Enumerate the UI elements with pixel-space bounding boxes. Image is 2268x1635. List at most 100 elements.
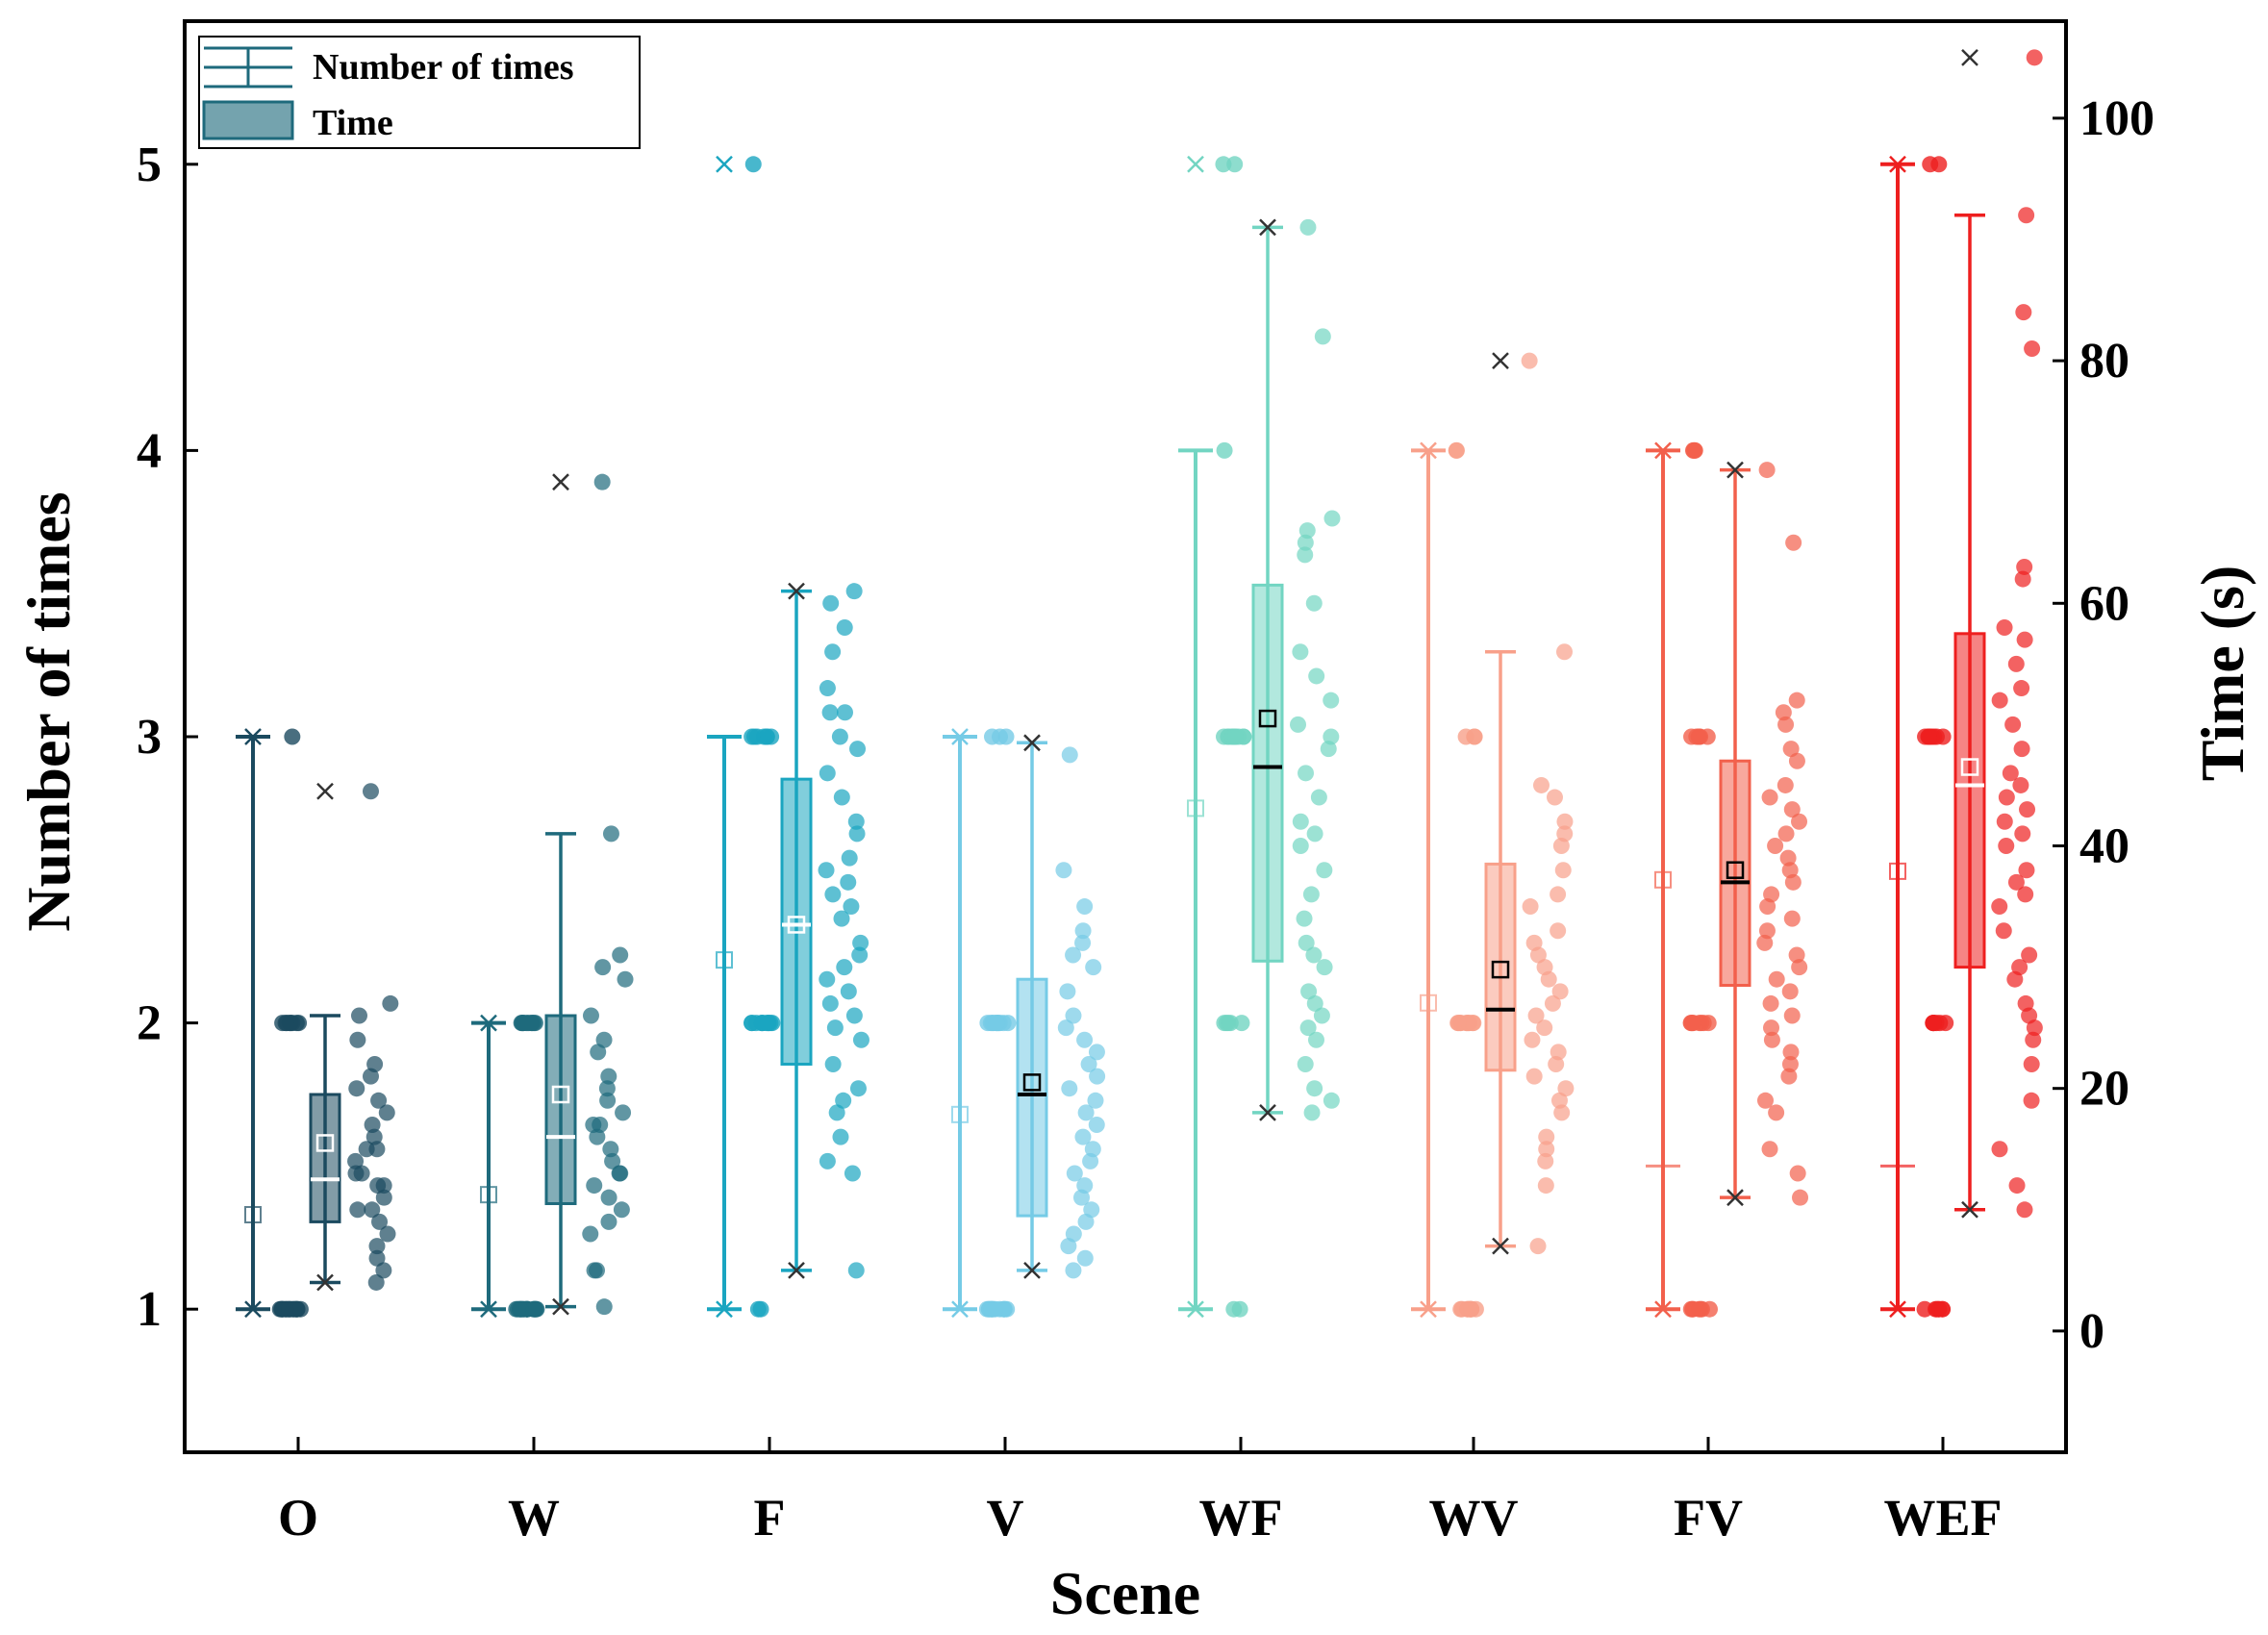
time-data-point bbox=[2019, 801, 2036, 818]
time-data-point bbox=[1550, 922, 1567, 940]
time-data-point bbox=[1529, 1238, 1547, 1255]
cross-stroke bbox=[788, 1261, 805, 1279]
cross-stroke bbox=[1420, 1300, 1437, 1319]
time-mean-marker bbox=[551, 1085, 570, 1104]
count-data-point bbox=[758, 728, 775, 745]
time-data-point bbox=[2016, 1201, 2033, 1219]
time-data-point bbox=[848, 825, 866, 843]
time-data-point bbox=[1996, 813, 2013, 830]
count-data-point bbox=[1225, 1300, 1243, 1318]
time-data-point bbox=[1538, 1141, 1555, 1158]
y-axis-left-title: Number of times bbox=[14, 491, 83, 931]
time-data-point bbox=[1305, 594, 1323, 612]
time-data-point bbox=[1323, 510, 1341, 527]
time-data-point bbox=[2008, 1177, 2026, 1195]
cross-stroke bbox=[244, 1300, 262, 1319]
time-data-point bbox=[1537, 1177, 1554, 1195]
time-data-point bbox=[1074, 1128, 1092, 1145]
time-data-point bbox=[382, 994, 399, 1012]
time-data-point bbox=[1059, 983, 1076, 1000]
time-extreme-marker bbox=[1726, 1189, 1744, 1207]
time-data-point bbox=[849, 741, 867, 758]
category-group-wv bbox=[1411, 352, 1575, 1319]
y-right-tick-label: 80 bbox=[2079, 334, 2129, 389]
time-data-point bbox=[600, 1189, 617, 1206]
time-data-point bbox=[2017, 994, 2034, 1012]
time-data-point bbox=[2016, 631, 2033, 648]
count-data-point bbox=[1463, 1300, 1480, 1318]
time-data-point bbox=[1767, 837, 1784, 854]
time-data-point bbox=[2013, 741, 2030, 758]
time-data-point bbox=[1296, 910, 1313, 927]
time-data-point bbox=[1761, 1141, 1778, 1158]
time-data-point bbox=[349, 1031, 366, 1048]
time-data-point bbox=[1546, 789, 1563, 806]
time-data-point bbox=[349, 1201, 366, 1219]
time-data-point bbox=[582, 1225, 599, 1243]
time-data-point bbox=[611, 1165, 628, 1182]
time-data-point bbox=[1088, 1117, 1105, 1134]
count-mean-marker bbox=[244, 1205, 262, 1223]
time-data-point bbox=[1076, 1031, 1094, 1048]
time-data-point bbox=[1065, 1225, 1082, 1243]
y-left-tick-label: 2 bbox=[137, 996, 162, 1051]
time-data-point bbox=[1789, 1165, 1806, 1182]
time-extreme-marker bbox=[1961, 1200, 1978, 1219]
time-data-point bbox=[1782, 741, 1800, 758]
y-right-tick-label: 0 bbox=[2079, 1304, 2104, 1359]
cross-stroke bbox=[316, 1273, 334, 1292]
time-data-point bbox=[1761, 789, 1778, 806]
count-mean-marker bbox=[1654, 870, 1672, 889]
time-data-point bbox=[1538, 1128, 1555, 1145]
x-tick-label: F bbox=[754, 1489, 786, 1547]
cross-stroke bbox=[1420, 441, 1437, 460]
cross-stroke bbox=[1889, 1300, 1906, 1319]
time-data-point bbox=[819, 680, 836, 697]
time-data-point bbox=[819, 1152, 836, 1170]
count-data-point bbox=[753, 1015, 770, 1032]
time-data-point bbox=[1551, 983, 1569, 1000]
y-left-tick-label: 3 bbox=[137, 710, 162, 765]
time-data-point bbox=[1061, 1080, 1078, 1097]
legend-box-icon bbox=[202, 100, 294, 140]
cross-stroke bbox=[1492, 352, 1509, 369]
time-data-point bbox=[593, 473, 611, 490]
time-data-point bbox=[1316, 862, 1333, 879]
time-data-point bbox=[2026, 49, 2043, 66]
time-data-point bbox=[2017, 886, 2034, 903]
time-data-point bbox=[1777, 776, 1794, 793]
count-data-point bbox=[1215, 156, 1232, 173]
time-data-point bbox=[1066, 1165, 1083, 1182]
y-right-tick-label: 40 bbox=[2079, 818, 2129, 873]
count-extreme-marker bbox=[951, 1300, 969, 1319]
time-data-point bbox=[371, 1213, 389, 1230]
time-data-point bbox=[1076, 898, 1094, 916]
count-data-point bbox=[1682, 1015, 1700, 1032]
time-data-point bbox=[1307, 1031, 1324, 1048]
category-group-f bbox=[707, 155, 869, 1319]
category-group-o bbox=[236, 728, 399, 1319]
count-mean-marker bbox=[951, 1105, 969, 1123]
time-data-point bbox=[1550, 1044, 1567, 1061]
count-data-point bbox=[1686, 441, 1703, 459]
time-extreme-marker bbox=[1023, 1261, 1041, 1279]
count-data-point bbox=[1937, 1015, 1954, 1032]
count-extreme-marker bbox=[1654, 1300, 1672, 1319]
time-data-point bbox=[2015, 304, 2032, 321]
cross-stroke bbox=[244, 728, 262, 745]
cross-stroke bbox=[1492, 1237, 1509, 1255]
time-data-point bbox=[368, 1238, 386, 1255]
count-data-point bbox=[1226, 156, 1244, 173]
time-data-point bbox=[1763, 886, 1780, 903]
time-mean-marker bbox=[1726, 861, 1745, 879]
time-data-point bbox=[1306, 825, 1323, 843]
time-data-point bbox=[852, 1031, 869, 1048]
count-extreme-marker bbox=[480, 1300, 497, 1319]
time-data-point bbox=[2014, 825, 2031, 843]
time-data-point bbox=[594, 959, 612, 976]
cross-stroke bbox=[1259, 218, 1276, 237]
time-data-point bbox=[1781, 983, 1799, 1000]
legend-label-time: Time bbox=[313, 103, 393, 143]
time-data-point bbox=[1768, 970, 1785, 988]
time-data-point bbox=[1297, 1055, 1314, 1072]
